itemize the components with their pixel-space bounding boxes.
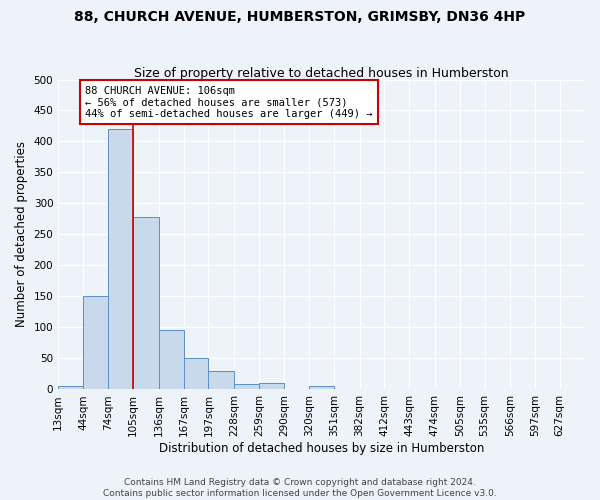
Bar	[158, 330, 184, 390]
Bar	[359, 389, 384, 390]
Bar	[208, 371, 234, 390]
Bar	[108, 129, 133, 390]
Bar	[58, 386, 83, 390]
Text: 88 CHURCH AVENUE: 106sqm
← 56% of detached houses are smaller (573)
44% of semi-: 88 CHURCH AVENUE: 106sqm ← 56% of detach…	[85, 86, 373, 119]
Bar	[485, 389, 510, 390]
Bar	[234, 384, 259, 390]
Title: Size of property relative to detached houses in Humberston: Size of property relative to detached ho…	[134, 66, 509, 80]
Bar	[309, 386, 334, 390]
X-axis label: Distribution of detached houses by size in Humberston: Distribution of detached houses by size …	[159, 442, 484, 455]
Bar	[334, 389, 359, 390]
Y-axis label: Number of detached properties: Number of detached properties	[15, 142, 28, 328]
Bar	[284, 389, 309, 390]
Text: Contains HM Land Registry data © Crown copyright and database right 2024.
Contai: Contains HM Land Registry data © Crown c…	[103, 478, 497, 498]
Bar	[133, 217, 158, 390]
Text: 88, CHURCH AVENUE, HUMBERSTON, GRIMSBY, DN36 4HP: 88, CHURCH AVENUE, HUMBERSTON, GRIMSBY, …	[74, 10, 526, 24]
Bar	[259, 384, 284, 390]
Bar	[184, 358, 208, 390]
Bar	[83, 296, 108, 390]
